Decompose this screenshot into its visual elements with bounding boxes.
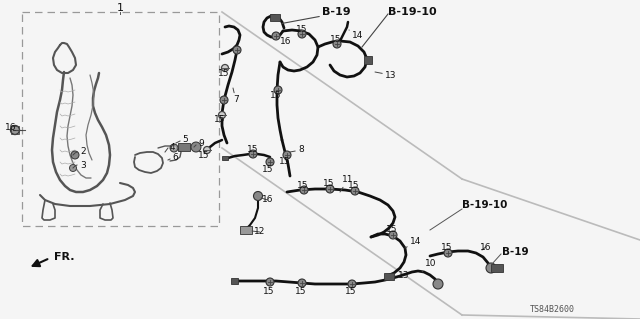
Text: 15: 15 bbox=[386, 226, 397, 234]
Bar bbox=[11, 126, 19, 134]
Text: 14: 14 bbox=[405, 238, 421, 248]
Text: 15: 15 bbox=[348, 182, 360, 190]
Circle shape bbox=[10, 125, 19, 135]
Text: 13: 13 bbox=[394, 271, 410, 280]
Circle shape bbox=[300, 186, 308, 194]
Text: B-19-10: B-19-10 bbox=[388, 7, 436, 17]
Circle shape bbox=[170, 144, 178, 152]
Text: 15: 15 bbox=[441, 243, 452, 253]
Text: B-19: B-19 bbox=[502, 247, 529, 257]
Text: 14: 14 bbox=[349, 30, 364, 40]
Text: 16: 16 bbox=[5, 123, 17, 132]
Text: 13: 13 bbox=[375, 70, 397, 79]
Circle shape bbox=[253, 191, 262, 201]
Circle shape bbox=[274, 86, 282, 94]
Circle shape bbox=[389, 231, 397, 239]
Circle shape bbox=[71, 151, 79, 159]
Text: 16: 16 bbox=[480, 242, 492, 251]
Circle shape bbox=[204, 146, 211, 153]
Text: 15: 15 bbox=[279, 158, 291, 167]
Bar bbox=[270, 14, 280, 21]
Circle shape bbox=[486, 263, 496, 273]
Bar bbox=[178, 143, 190, 151]
Text: 16: 16 bbox=[261, 196, 273, 204]
Circle shape bbox=[326, 185, 334, 193]
Text: 15: 15 bbox=[297, 181, 308, 189]
Text: 1: 1 bbox=[116, 3, 124, 13]
Text: 9: 9 bbox=[198, 139, 204, 149]
Bar bbox=[364, 56, 372, 64]
Polygon shape bbox=[231, 278, 238, 284]
Circle shape bbox=[220, 96, 228, 104]
Text: 15: 15 bbox=[198, 151, 209, 160]
Text: 11: 11 bbox=[340, 175, 353, 192]
Circle shape bbox=[233, 46, 241, 54]
Circle shape bbox=[351, 187, 359, 195]
Bar bbox=[491, 264, 503, 272]
Text: 7: 7 bbox=[233, 88, 239, 105]
Text: 12: 12 bbox=[252, 227, 266, 236]
Text: 15: 15 bbox=[218, 69, 230, 78]
Text: 8: 8 bbox=[290, 145, 304, 154]
Text: 10: 10 bbox=[422, 259, 436, 272]
Text: 15: 15 bbox=[295, 287, 307, 296]
Text: 6: 6 bbox=[172, 153, 178, 162]
Text: 3: 3 bbox=[80, 160, 86, 169]
Text: 15: 15 bbox=[214, 115, 225, 124]
Circle shape bbox=[266, 158, 274, 166]
Text: B-19-10: B-19-10 bbox=[462, 200, 508, 210]
Bar bbox=[240, 226, 252, 234]
Text: FR.: FR. bbox=[54, 252, 74, 262]
Circle shape bbox=[218, 112, 225, 118]
Bar bbox=[22, 12, 219, 226]
Circle shape bbox=[221, 64, 228, 71]
Text: 15: 15 bbox=[263, 286, 275, 295]
Bar bbox=[384, 273, 394, 280]
Text: TS84B2600: TS84B2600 bbox=[530, 305, 575, 314]
Circle shape bbox=[191, 142, 201, 152]
Text: 15: 15 bbox=[247, 145, 259, 153]
Circle shape bbox=[272, 32, 280, 40]
Circle shape bbox=[298, 279, 306, 287]
Circle shape bbox=[348, 280, 356, 288]
Text: 15: 15 bbox=[270, 92, 282, 100]
Text: 2: 2 bbox=[80, 147, 86, 157]
Text: 15: 15 bbox=[296, 25, 307, 33]
Text: 15: 15 bbox=[345, 287, 356, 296]
Circle shape bbox=[249, 150, 257, 158]
Text: 15: 15 bbox=[330, 34, 342, 43]
Text: 15: 15 bbox=[323, 180, 335, 189]
Circle shape bbox=[70, 165, 77, 172]
Text: 4: 4 bbox=[170, 144, 175, 152]
Circle shape bbox=[172, 146, 176, 150]
Circle shape bbox=[333, 40, 341, 48]
Circle shape bbox=[433, 279, 443, 289]
Text: B-19: B-19 bbox=[322, 7, 351, 17]
Circle shape bbox=[283, 151, 291, 159]
Polygon shape bbox=[222, 156, 228, 160]
Text: 5: 5 bbox=[182, 136, 188, 145]
Circle shape bbox=[444, 249, 452, 257]
Circle shape bbox=[266, 278, 274, 286]
Circle shape bbox=[298, 30, 306, 38]
Text: 16: 16 bbox=[280, 38, 291, 47]
Text: 15: 15 bbox=[262, 165, 273, 174]
